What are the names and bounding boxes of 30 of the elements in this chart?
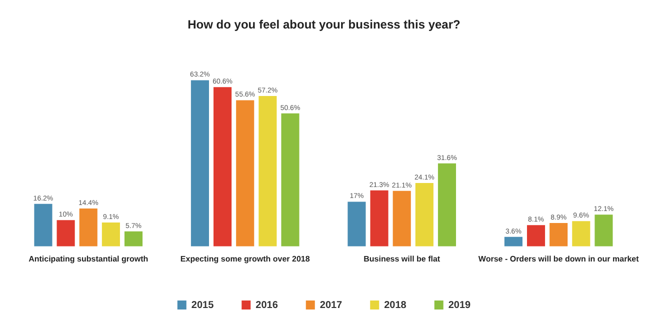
bar [258, 96, 277, 246]
legend-label: 2015 [191, 300, 214, 311]
bar [56, 220, 75, 246]
legend-label: 2017 [320, 300, 343, 311]
bar [124, 231, 143, 246]
bar [594, 214, 613, 246]
bar [526, 225, 546, 246]
bar [102, 222, 120, 246]
bar [236, 100, 254, 246]
bar [550, 223, 568, 246]
bar [392, 190, 411, 246]
x-tick-label: Worse - Orders will be down in our market [478, 254, 640, 264]
bar [370, 190, 388, 246]
bar [79, 208, 98, 246]
chart-title: How do you feel about your business this year? [188, 18, 460, 32]
legend-label: 2019 [448, 300, 472, 311]
bar [348, 202, 366, 246]
bar [438, 163, 456, 246]
bar [281, 113, 300, 246]
legend-label: 2016 [256, 300, 278, 311]
bar [504, 236, 522, 246]
x-tick-label: Anticipating substantial growth [28, 254, 148, 264]
bar [415, 183, 434, 246]
bar [190, 80, 209, 246]
legend-label: 2018 [384, 300, 407, 311]
x-tick-label: Business will be flat [364, 254, 440, 264]
bar [572, 221, 590, 246]
x-tick-label: Expecting some growth over 2018 [180, 254, 310, 264]
bar [214, 87, 232, 246]
bar [34, 204, 52, 246]
